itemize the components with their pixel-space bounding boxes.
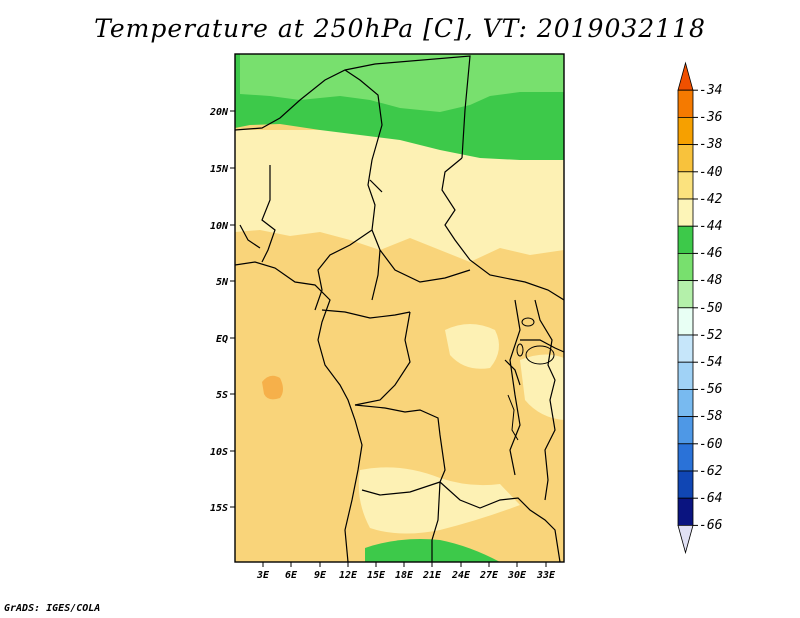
- colorbar-label: -36: [699, 110, 723, 125]
- colorbar-cells: [677, 61, 698, 555]
- grads-credit: GrADS: IGES/COLA: [4, 603, 101, 614]
- colorbar-cell: [677, 361, 694, 390]
- colorbar-cell: [677, 470, 694, 499]
- colorbar-label: -56: [699, 382, 723, 397]
- map-frame: [234, 53, 565, 563]
- field-warm-spot: [262, 375, 283, 400]
- field-light-pocket-lakes: [520, 354, 564, 420]
- colorbar-cell: [677, 252, 694, 281]
- svg-text:15N: 15N: [210, 164, 229, 175]
- svg-text:24E: 24E: [451, 570, 471, 581]
- colorbar-cell: [677, 416, 694, 445]
- lon-tick-33e: 33E: [536, 562, 556, 581]
- page-title: Temperature at 250hPa [C], VT: 201903211…: [94, 14, 706, 43]
- svg-text:15S: 15S: [210, 503, 228, 514]
- lat-tick-5s: 5S: [216, 390, 235, 401]
- lakes: [507, 317, 555, 441]
- lon-tick-12e: 12E: [339, 562, 358, 581]
- svg-text:12E: 12E: [339, 570, 358, 581]
- longitude-axis: 3E 6E 9E 12E 15E 18E 21E 24E 27E 30E 33E: [256, 562, 556, 581]
- colorbar-cell: [677, 225, 694, 254]
- lon-tick-30e: 30E: [507, 562, 527, 581]
- colorbar-label: -46: [699, 246, 723, 261]
- svg-text:5S: 5S: [216, 390, 228, 401]
- latitude-axis: 20N 15N 10N 5N EQ 5S 10S 15S: [209, 107, 235, 514]
- colorbar-cell: [677, 334, 694, 363]
- colorbar-label: -44: [699, 219, 722, 234]
- svg-text:EQ: EQ: [216, 334, 228, 345]
- lon-tick-21e: 21E: [422, 562, 442, 581]
- svg-text:6E: 6E: [285, 570, 298, 581]
- svg-text:30E: 30E: [507, 570, 527, 581]
- colorbar-label: -54: [699, 355, 722, 370]
- colorbar-cell: [677, 280, 694, 309]
- svg-text:20N: 20N: [209, 107, 229, 118]
- colorbar-label: -50: [699, 301, 723, 316]
- colorbar-label: -48: [699, 273, 723, 288]
- colorbar-arrow-bottom: [677, 525, 694, 555]
- lat-tick-eq: EQ: [216, 334, 235, 345]
- colorbar-label: -38: [699, 137, 723, 152]
- svg-text:21E: 21E: [422, 570, 442, 581]
- lon-tick-9e: 9E: [314, 562, 327, 581]
- colorbar-labels: -34 -36 -38 -40 -42 -44 -46 -48 -50 -52 …: [699, 83, 723, 533]
- colorbar: -34 -36 -38 -40 -42 -44 -46 -48 -50 -52 …: [677, 61, 723, 555]
- svg-text:9E: 9E: [314, 570, 327, 581]
- colorbar-label: -66: [699, 518, 723, 533]
- field-light-band-north: [235, 130, 564, 262]
- colorbar-cell: [677, 443, 694, 472]
- country-boundaries: [235, 55, 564, 562]
- colorbar-label: -62: [699, 464, 723, 479]
- field-green-mid-north: [240, 54, 564, 112]
- colorbar-cell: [677, 171, 694, 200]
- svg-text:18E: 18E: [395, 570, 414, 581]
- svg-text:10S: 10S: [210, 447, 228, 458]
- colorbar-label: -34: [699, 83, 722, 98]
- lat-tick-10s: 10S: [210, 447, 235, 458]
- lon-tick-3e: 3E: [256, 562, 270, 581]
- colorbar-label: -52: [699, 328, 723, 343]
- colorbar-cell: [677, 117, 694, 146]
- svg-text:33E: 33E: [536, 570, 556, 581]
- colorbar-label: -58: [699, 409, 723, 424]
- lat-tick-20n: 20N: [209, 107, 235, 118]
- lat-tick-10n: 10N: [210, 221, 235, 232]
- svg-text:15E: 15E: [367, 570, 386, 581]
- colorbar-label: -42: [699, 192, 723, 207]
- lat-tick-15n: 15N: [210, 164, 235, 175]
- colorbar-cell: [677, 198, 694, 227]
- colorbar-label: -60: [699, 437, 723, 452]
- field-light-pocket-east: [445, 324, 499, 369]
- lon-tick-15e: 15E: [367, 562, 386, 581]
- lat-tick-5n: 5N: [216, 277, 235, 288]
- colorbar-label: -40: [699, 165, 723, 180]
- svg-text:27E: 27E: [479, 570, 499, 581]
- svg-text:5N: 5N: [216, 277, 229, 288]
- colorbar-cell: [677, 497, 694, 526]
- temperature-field: [235, 54, 564, 562]
- lon-tick-6e: 6E: [285, 562, 298, 581]
- svg-text:3E: 3E: [256, 570, 270, 581]
- lat-tick-15s: 15S: [210, 503, 235, 514]
- svg-text:10N: 10N: [210, 221, 229, 232]
- colorbar-cell: [677, 144, 694, 173]
- lon-tick-18e: 18E: [395, 562, 414, 581]
- lon-tick-24e: 24E: [451, 562, 471, 581]
- colorbar-cell: [677, 89, 694, 118]
- lon-tick-27e: 27E: [479, 562, 499, 581]
- colorbar-label: -64: [699, 491, 722, 506]
- colorbar-cell: [677, 307, 694, 336]
- colorbar-arrow-top: [677, 61, 694, 91]
- colorbar-cell: [677, 388, 694, 417]
